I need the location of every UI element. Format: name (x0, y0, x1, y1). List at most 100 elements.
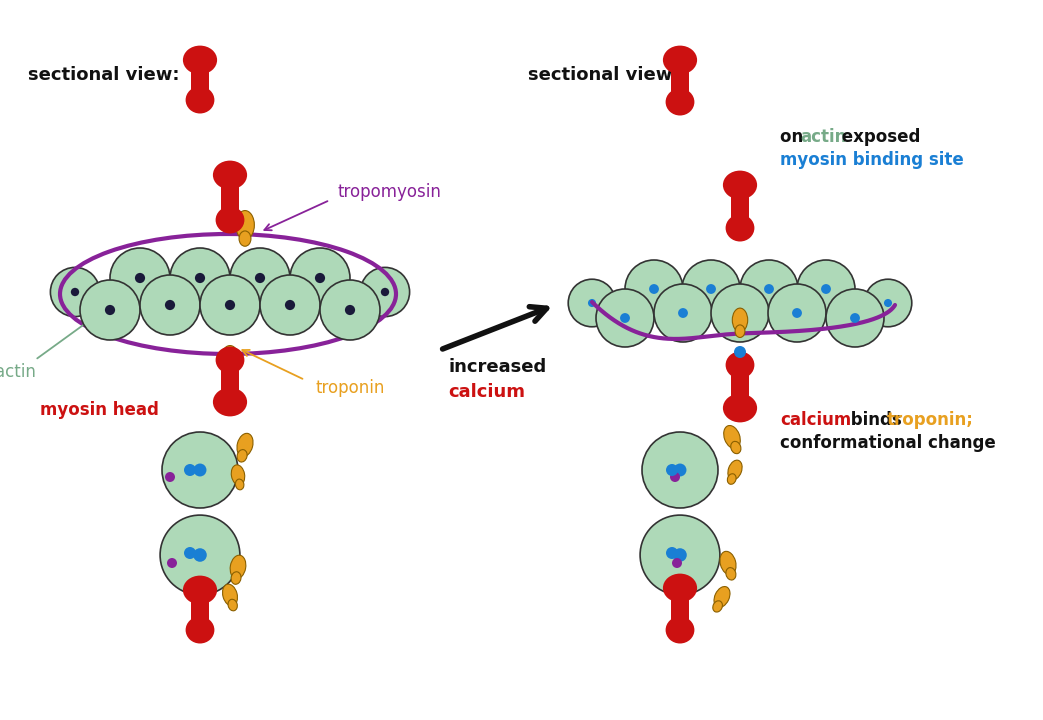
Circle shape (225, 300, 235, 310)
Polygon shape (191, 60, 209, 100)
Circle shape (231, 248, 290, 308)
Circle shape (735, 308, 745, 318)
Ellipse shape (723, 171, 757, 199)
Circle shape (254, 273, 265, 283)
Circle shape (162, 432, 238, 508)
Ellipse shape (726, 215, 754, 241)
Circle shape (649, 284, 659, 294)
Text: calcium: calcium (448, 383, 525, 401)
Text: tropomyosin: tropomyosin (338, 183, 442, 201)
Polygon shape (731, 185, 749, 228)
Ellipse shape (712, 600, 723, 612)
Circle shape (865, 279, 912, 327)
Ellipse shape (731, 441, 741, 454)
Circle shape (290, 248, 350, 308)
Circle shape (821, 284, 831, 294)
Circle shape (642, 432, 718, 508)
Circle shape (826, 289, 884, 347)
Ellipse shape (732, 308, 748, 332)
Text: increased: increased (448, 358, 547, 376)
Ellipse shape (236, 479, 244, 490)
Circle shape (739, 260, 798, 318)
Circle shape (711, 284, 769, 342)
Text: sectional view:: sectional view: (528, 66, 679, 84)
Ellipse shape (213, 387, 247, 416)
Circle shape (850, 313, 859, 323)
Text: troponin;: troponin; (887, 411, 974, 429)
Ellipse shape (663, 45, 697, 74)
Circle shape (674, 464, 686, 477)
Ellipse shape (186, 86, 215, 114)
Ellipse shape (236, 210, 254, 240)
Ellipse shape (221, 346, 239, 374)
Text: actin: actin (0, 363, 35, 381)
Text: actin: actin (800, 128, 846, 146)
Circle shape (654, 284, 712, 342)
Ellipse shape (183, 45, 217, 74)
Text: calcium: calcium (780, 411, 851, 429)
Circle shape (673, 548, 686, 562)
Circle shape (165, 472, 175, 482)
Ellipse shape (224, 366, 236, 382)
Ellipse shape (183, 575, 217, 604)
Ellipse shape (237, 433, 253, 456)
Circle shape (184, 547, 196, 559)
Circle shape (670, 472, 680, 482)
Circle shape (167, 558, 177, 568)
Circle shape (184, 464, 196, 476)
Ellipse shape (222, 584, 238, 606)
Text: troponin: troponin (315, 379, 385, 397)
Text: exposed: exposed (836, 128, 920, 146)
Circle shape (625, 260, 683, 318)
Ellipse shape (231, 555, 246, 579)
Ellipse shape (232, 465, 245, 485)
Circle shape (568, 279, 615, 327)
Circle shape (285, 300, 295, 310)
Polygon shape (221, 360, 239, 402)
Ellipse shape (186, 616, 215, 644)
Polygon shape (191, 590, 209, 630)
Circle shape (165, 300, 175, 310)
Text: sectional view:: sectional view: (28, 66, 179, 84)
Text: binds: binds (845, 411, 907, 429)
Text: myosin binding site: myosin binding site (780, 151, 964, 169)
Ellipse shape (714, 587, 730, 608)
Ellipse shape (665, 616, 695, 644)
Circle shape (672, 558, 682, 568)
Circle shape (170, 248, 231, 308)
Polygon shape (671, 60, 689, 102)
Ellipse shape (228, 599, 238, 611)
Circle shape (71, 288, 79, 296)
Circle shape (640, 515, 720, 595)
Circle shape (260, 275, 320, 335)
Circle shape (135, 273, 145, 283)
Circle shape (596, 289, 654, 347)
Circle shape (734, 346, 746, 358)
Polygon shape (671, 588, 689, 630)
Circle shape (884, 299, 892, 307)
Ellipse shape (237, 449, 247, 462)
Polygon shape (221, 175, 239, 220)
Ellipse shape (724, 426, 741, 449)
Text: conformational change: conformational change (780, 434, 996, 452)
Circle shape (160, 515, 240, 595)
Circle shape (588, 299, 596, 307)
Circle shape (765, 284, 774, 294)
Ellipse shape (216, 346, 244, 374)
Circle shape (621, 313, 630, 323)
Circle shape (666, 547, 678, 559)
Circle shape (361, 267, 410, 317)
Ellipse shape (216, 207, 244, 233)
Circle shape (105, 305, 115, 315)
Circle shape (140, 275, 200, 335)
Circle shape (320, 280, 380, 340)
Ellipse shape (728, 460, 743, 480)
Circle shape (678, 308, 688, 318)
Circle shape (80, 280, 140, 340)
Ellipse shape (723, 394, 757, 423)
Circle shape (792, 308, 802, 318)
Circle shape (666, 464, 678, 476)
Ellipse shape (665, 89, 695, 115)
Circle shape (193, 548, 207, 562)
Text: on: on (780, 128, 809, 146)
